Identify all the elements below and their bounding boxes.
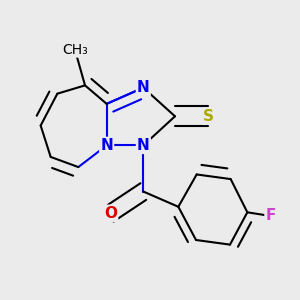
Text: N: N [100,138,113,153]
Text: O: O [104,206,117,221]
Text: N: N [137,138,150,153]
Text: CH₃: CH₃ [62,43,88,57]
Text: S: S [203,109,214,124]
Text: F: F [266,208,276,224]
Text: N: N [137,80,150,95]
